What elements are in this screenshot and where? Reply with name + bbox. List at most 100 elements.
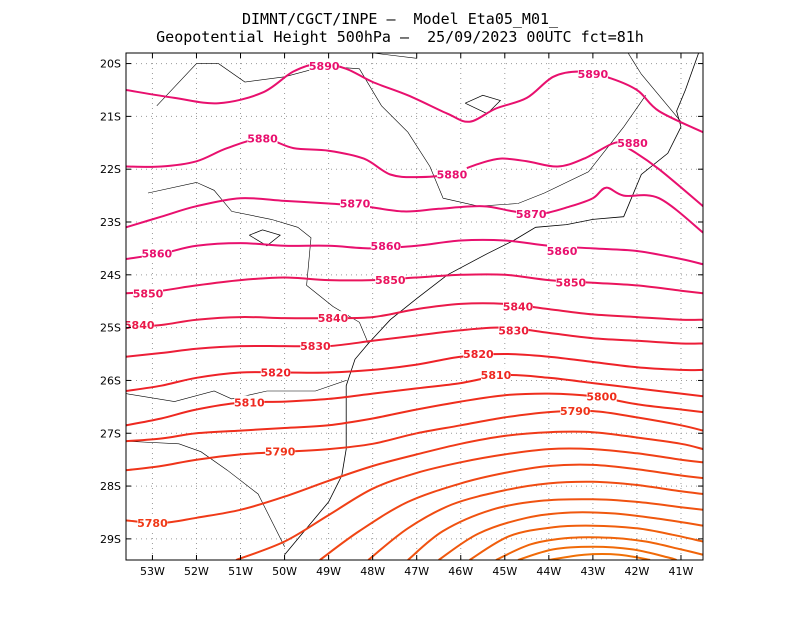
contour-5870 (126, 186, 703, 234)
lat-tick-label: 26S (100, 374, 121, 387)
contour-5820 (126, 353, 703, 392)
contour-label: 5820 (260, 367, 291, 380)
contour-label: 5860 (371, 240, 402, 253)
lon-tick-label: 51W (228, 565, 253, 578)
contour-layer: 5890 5890 5880 5880 5880 5870 5870 5860 5860 5860… (124, 59, 703, 560)
coastline (284, 53, 699, 555)
contour-label: 5830 (300, 340, 331, 353)
lon-tick-label: 43W (580, 565, 605, 578)
contour-label-bg (300, 339, 331, 353)
contour-label-bg (547, 244, 578, 258)
contour-5850 (126, 273, 703, 295)
contour-5770 (235, 447, 703, 560)
state-border (372, 53, 417, 59)
lon-tick-label: 47W (404, 565, 429, 578)
map-frame (125, 52, 704, 561)
lat-tick-label: 28S (100, 480, 121, 493)
contour-label-bg (436, 167, 467, 181)
lon-tick-label: 50W (272, 565, 297, 578)
lat-tick-label: 25S (100, 322, 121, 335)
contour-label: 5850 (375, 274, 406, 287)
contour-label: 5890 (309, 60, 340, 73)
contour-label-bg (126, 317, 155, 331)
contour-5810 (126, 374, 703, 427)
lat-tick-label: 24S (100, 269, 121, 282)
contour-5690 (548, 553, 651, 560)
contour-5750 (367, 480, 703, 560)
contour-label-bg (265, 444, 296, 458)
contour-label-bg (234, 395, 265, 409)
axis-ticks: 53W 52W 51W 50W 49W 48W 47W 46W 45W 44W 43W 42W 41W 2… (100, 53, 703, 578)
lon-tick-label: 45W (492, 565, 517, 578)
lon-tick-label: 42W (624, 565, 649, 578)
lon-tick-label: 48W (360, 565, 385, 578)
contour-label-bg (247, 131, 278, 145)
contour-5880 (126, 137, 703, 207)
contour-label-bg (370, 238, 401, 252)
contour-label: 5790 (560, 405, 591, 418)
state-border (627, 53, 682, 122)
contour-5720 (469, 524, 703, 560)
contour-label-bg (480, 368, 511, 382)
contour-label-bg (463, 347, 494, 361)
contour-5740 (407, 498, 703, 560)
contour-5780 (126, 430, 703, 525)
contour-label: 5830 (498, 324, 529, 337)
contour-label-bg (560, 404, 591, 418)
contour-5760 (319, 463, 703, 560)
contour-label: 5810 (481, 369, 512, 382)
contour-5860 (126, 238, 703, 266)
lat-tick-label: 21S (100, 110, 121, 123)
lon-tick-label: 49W (316, 565, 341, 578)
contour-label-bg (503, 299, 534, 313)
contour-label: 5880 (437, 168, 468, 181)
lon-tick-label: 46W (448, 565, 473, 578)
contour-label-bg (133, 286, 164, 300)
contour-label-bg (617, 135, 648, 149)
contour-label-bg (260, 365, 291, 379)
contour-label-bg (555, 275, 586, 289)
contour-label: 5780 (137, 517, 168, 530)
title-line-1: DIMNT/CGCT/INPE – Model Eta05_M01_ (241, 10, 559, 28)
contour-label: 5840 (124, 319, 155, 332)
lat-tick-label: 29S (100, 533, 121, 546)
contour-label-bg (375, 273, 406, 287)
contour-label: 5840 (503, 301, 534, 314)
lat-tick-label: 20S (100, 58, 121, 71)
contour-label: 5790 (265, 446, 296, 459)
contour-label-bg (309, 59, 340, 73)
reservoir-outline (465, 94, 502, 115)
contour-5800 (126, 392, 703, 443)
contour-label: 5850 (133, 287, 164, 300)
contour-label-bg (141, 246, 172, 260)
contour-label-bg (577, 67, 608, 81)
contour-label: 5880 (617, 137, 648, 150)
lon-tick-label: 53W (140, 565, 165, 578)
state-border (126, 380, 347, 402)
contour-label-bg (318, 311, 349, 325)
lon-tick-label: 44W (536, 565, 561, 578)
lat-tick-label: 22S (100, 163, 121, 176)
contour-label: 5860 (547, 245, 578, 258)
contour-5840 (126, 302, 703, 329)
state-border (126, 440, 285, 547)
lat-tick-label: 23S (100, 216, 121, 229)
contour-label: 5870 (516, 208, 547, 221)
contour-label: 5870 (340, 198, 371, 211)
contour-label-bg (498, 323, 529, 337)
contour-label: 5880 (247, 133, 278, 146)
contour-label: 5820 (463, 348, 494, 361)
reservoir-outline (249, 229, 281, 247)
lat-tick-label: 27S (100, 427, 121, 440)
contour-label-bg (586, 389, 617, 403)
contour-5790 (126, 409, 703, 472)
contour-label-bg (516, 207, 547, 221)
contour-label-bg (340, 196, 371, 210)
lon-tick-label: 41W (669, 565, 694, 578)
geography-layer (126, 53, 699, 555)
contour-5830 (126, 326, 703, 358)
contour-label: 5800 (586, 390, 617, 403)
contour-label: 5850 (556, 277, 587, 290)
contour-label: 5810 (234, 397, 265, 410)
contour-label: 5840 (318, 312, 349, 325)
